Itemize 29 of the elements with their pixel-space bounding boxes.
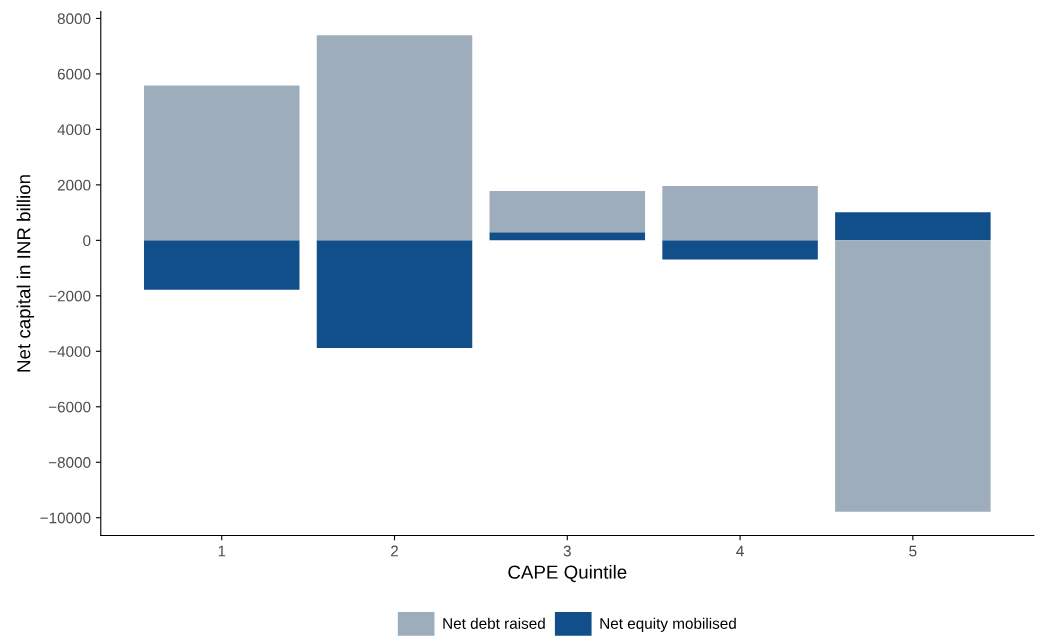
x-tick-label: 1	[218, 545, 226, 557]
x-tick-label: 5	[909, 545, 917, 557]
legend-label: Net debt raised	[443, 617, 545, 629]
x-tick-label: 4	[736, 545, 744, 557]
x-tick-label: 3	[563, 545, 571, 557]
bar	[835, 240, 991, 512]
bar	[316, 240, 473, 348]
y-tick-label: −4000	[48, 346, 91, 357]
y-axis-title: Net capital in INR billion	[16, 175, 35, 372]
x-axis-title: CAPE Quintile	[508, 565, 627, 583]
bar	[662, 240, 818, 260]
y-tick-label: 2000	[57, 179, 91, 191]
bar	[835, 212, 991, 241]
y-tick-label: 4000	[57, 124, 91, 136]
legend-label: Net equity mobilised	[600, 617, 736, 632]
y-tick-label: 0	[83, 235, 91, 247]
y-tick-label: 8000	[57, 13, 91, 25]
bar	[489, 190, 646, 233]
bar	[316, 35, 473, 241]
y-tick-label: −2000	[48, 290, 91, 302]
bar	[489, 232, 646, 241]
x-tick-label: 2	[391, 545, 398, 557]
bar	[143, 240, 300, 290]
bar	[662, 185, 818, 241]
y-tick-label: 6000	[57, 68, 91, 80]
bar	[143, 85, 300, 241]
y-tick-label: −8000	[48, 457, 91, 468]
y-tick-label: −10000	[40, 512, 91, 524]
y-tick-label: −6000	[48, 401, 91, 413]
